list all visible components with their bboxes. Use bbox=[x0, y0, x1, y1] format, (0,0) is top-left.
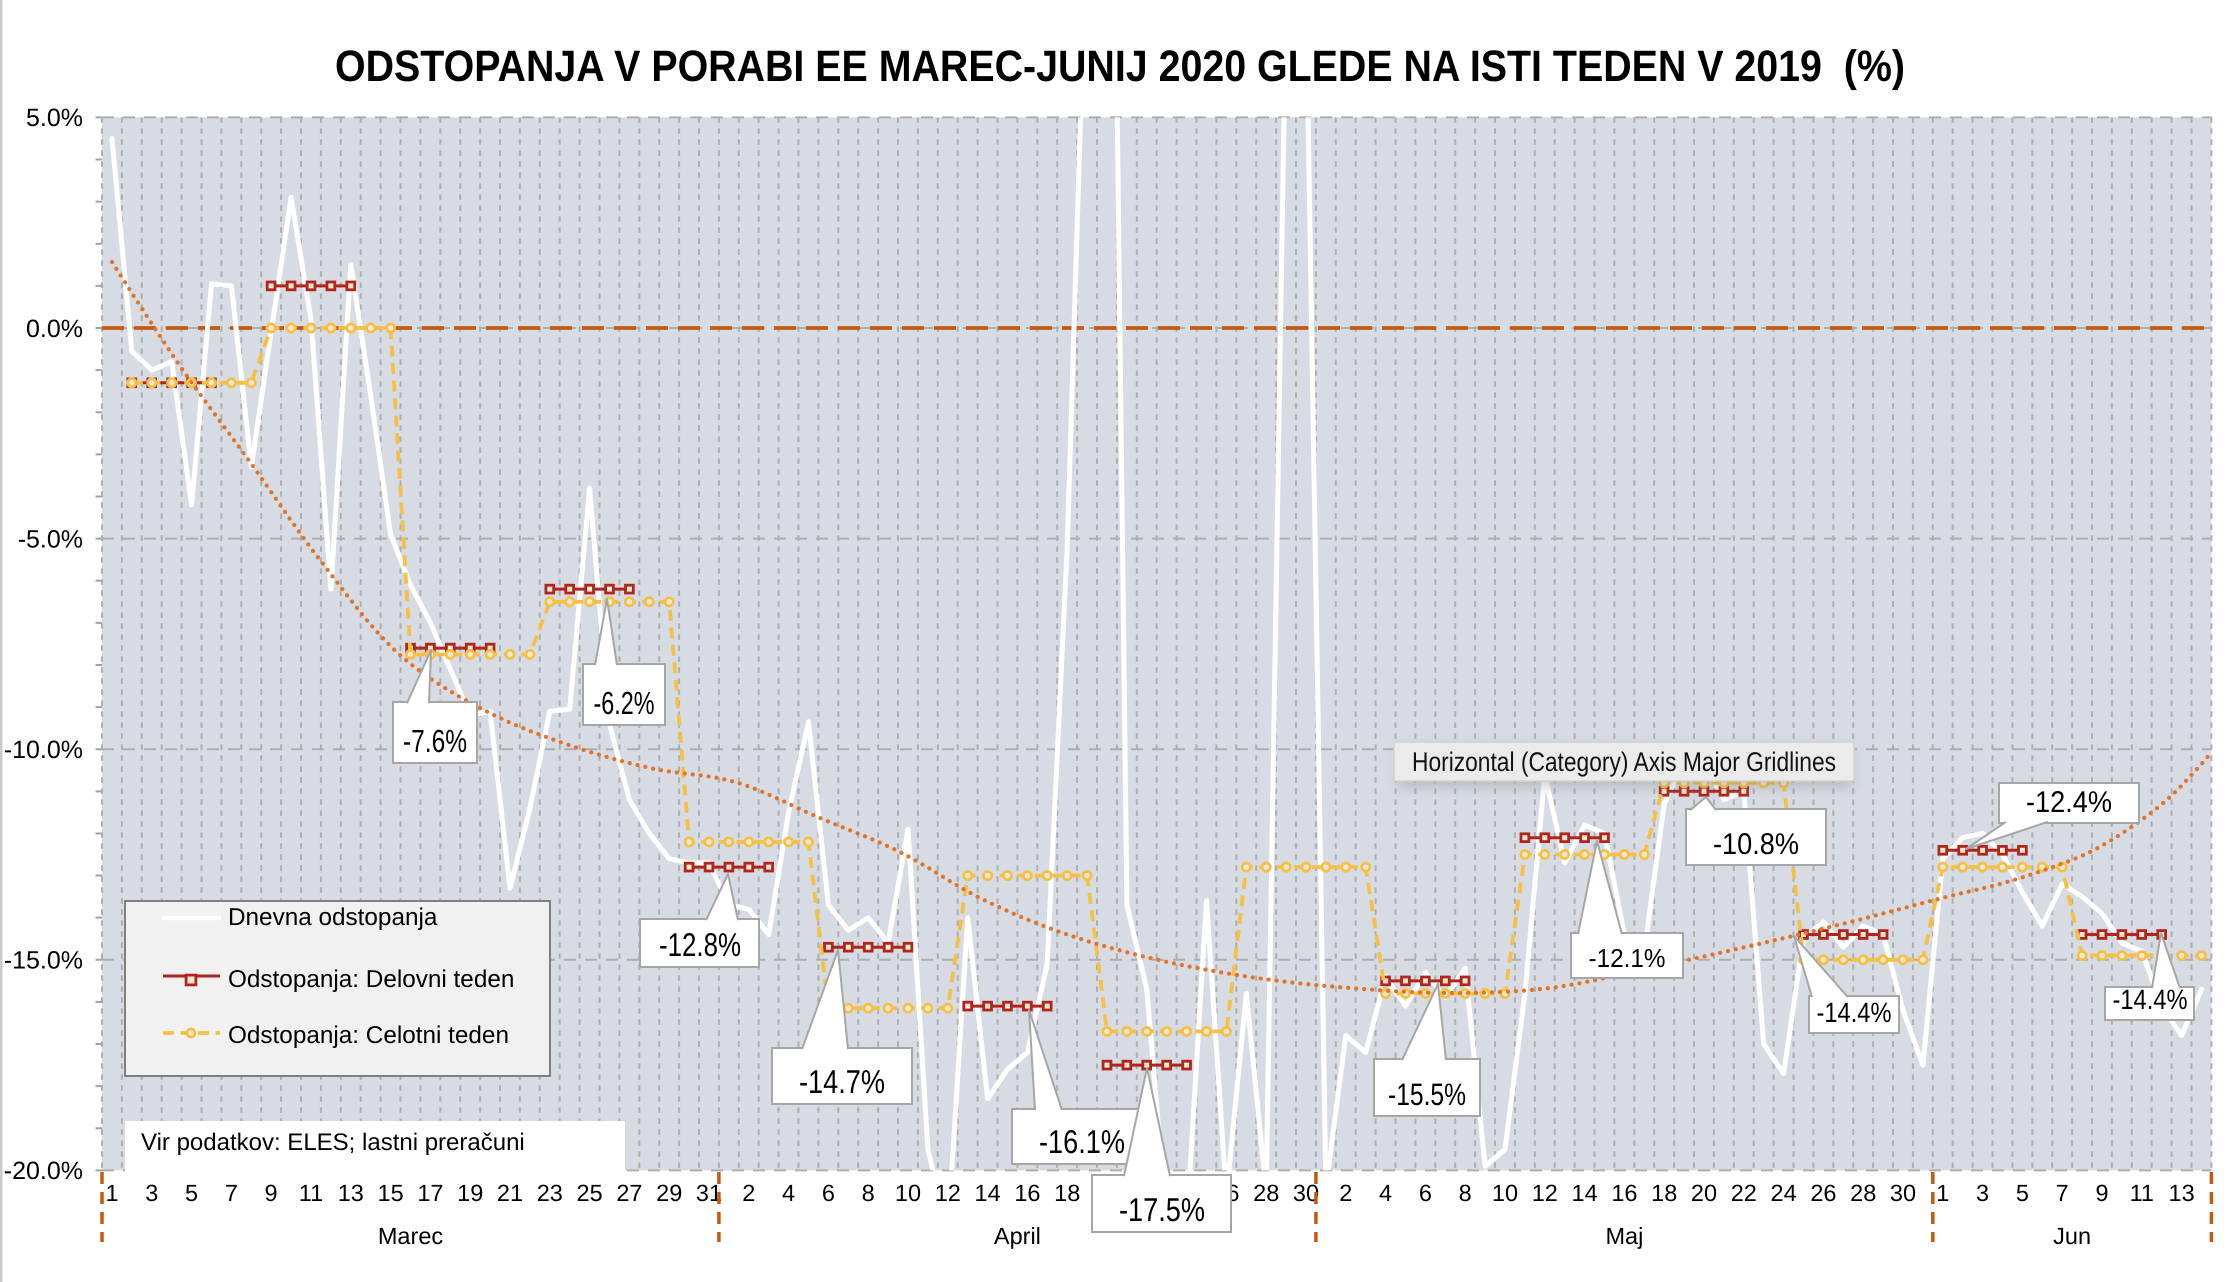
svg-text:10: 10 bbox=[895, 1180, 921, 1206]
svg-text:15: 15 bbox=[378, 1180, 404, 1206]
svg-text:-12.1%: -12.1% bbox=[1589, 943, 1666, 973]
svg-text:-6.2%: -6.2% bbox=[594, 685, 655, 721]
svg-text:28: 28 bbox=[1850, 1180, 1876, 1206]
svg-text:30: 30 bbox=[1890, 1180, 1916, 1206]
svg-text:-16.1%: -16.1% bbox=[1039, 1123, 1125, 1160]
svg-text:20: 20 bbox=[1691, 1180, 1717, 1206]
svg-text:13: 13 bbox=[338, 1180, 364, 1206]
svg-text:16: 16 bbox=[1611, 1180, 1637, 1206]
svg-text:12: 12 bbox=[1532, 1180, 1558, 1206]
svg-text:-20.0%: -20.0% bbox=[4, 1157, 83, 1185]
svg-text:6: 6 bbox=[822, 1180, 835, 1206]
svg-text:1: 1 bbox=[1936, 1180, 1949, 1206]
svg-text:10: 10 bbox=[1492, 1180, 1518, 1206]
svg-text:23: 23 bbox=[537, 1180, 563, 1206]
svg-text:25: 25 bbox=[577, 1180, 603, 1206]
svg-text:ODSTOPANJA V PORABI EE MAREC-J: ODSTOPANJA V PORABI EE MAREC-JUNIJ 2020 … bbox=[335, 42, 1905, 91]
svg-text:7: 7 bbox=[2056, 1180, 2069, 1206]
svg-text:-14.4%: -14.4% bbox=[1817, 997, 1892, 1028]
svg-text:-7.6%: -7.6% bbox=[403, 723, 467, 759]
svg-text:Vir podatkov: ELES; lastni pre: Vir podatkov: ELES; lastni preračuni bbox=[141, 1129, 525, 1156]
svg-text:5: 5 bbox=[185, 1180, 198, 1206]
svg-text:Horizontal (Category) Axis Maj: Horizontal (Category) Axis Major Gridlin… bbox=[1412, 747, 1836, 777]
svg-text:4: 4 bbox=[782, 1180, 795, 1206]
svg-text:April: April bbox=[994, 1223, 1041, 1249]
svg-text:3: 3 bbox=[145, 1180, 158, 1206]
svg-text:-12.8%: -12.8% bbox=[659, 926, 741, 963]
svg-text:Maj: Maj bbox=[1605, 1223, 1643, 1249]
svg-text:5: 5 bbox=[2016, 1180, 2029, 1206]
svg-text:Odstopanja: Delovni teden: Odstopanja: Delovni teden bbox=[228, 966, 514, 993]
svg-text:26: 26 bbox=[1810, 1180, 1836, 1206]
svg-text:12: 12 bbox=[935, 1180, 961, 1206]
svg-text:4: 4 bbox=[1379, 1180, 1392, 1206]
svg-text:11: 11 bbox=[2130, 1180, 2154, 1206]
svg-text:Marec: Marec bbox=[378, 1223, 444, 1249]
svg-text:27: 27 bbox=[616, 1180, 642, 1206]
svg-text:2: 2 bbox=[742, 1180, 755, 1206]
svg-text:-14.4%: -14.4% bbox=[2113, 984, 2188, 1015]
svg-text:Jun: Jun bbox=[2053, 1223, 2091, 1249]
svg-text:-14.7%: -14.7% bbox=[799, 1063, 885, 1100]
svg-text:-5.0%: -5.0% bbox=[18, 525, 83, 553]
svg-text:-12.4%: -12.4% bbox=[2026, 786, 2112, 819]
svg-text:6: 6 bbox=[1419, 1180, 1432, 1206]
svg-text:-10.0%: -10.0% bbox=[4, 736, 83, 764]
svg-text:5.0%: 5.0% bbox=[26, 104, 83, 132]
svg-text:8: 8 bbox=[1459, 1180, 1472, 1206]
svg-text:8: 8 bbox=[862, 1180, 875, 1206]
svg-text:3: 3 bbox=[1976, 1180, 1989, 1206]
svg-text:9: 9 bbox=[2095, 1180, 2108, 1206]
svg-text:0.0%: 0.0% bbox=[26, 315, 83, 343]
svg-text:11: 11 bbox=[299, 1180, 323, 1206]
svg-text:28: 28 bbox=[1253, 1180, 1279, 1206]
svg-text:Odstopanja: Celotni teden: Odstopanja: Celotni teden bbox=[228, 1022, 509, 1049]
svg-text:-17.5%: -17.5% bbox=[1119, 1191, 1205, 1228]
svg-text:21: 21 bbox=[497, 1180, 523, 1206]
svg-text:1: 1 bbox=[105, 1180, 118, 1206]
svg-text:Dnevna odstopanja: Dnevna odstopanja bbox=[228, 904, 438, 931]
svg-text:18: 18 bbox=[1651, 1180, 1677, 1206]
svg-text:-10.8%: -10.8% bbox=[1713, 828, 1799, 861]
svg-text:14: 14 bbox=[975, 1180, 1001, 1206]
svg-text:2: 2 bbox=[1339, 1180, 1352, 1206]
svg-text:17: 17 bbox=[417, 1180, 443, 1206]
svg-text:18: 18 bbox=[1054, 1180, 1080, 1206]
svg-text:16: 16 bbox=[1014, 1180, 1040, 1206]
svg-text:-15.0%: -15.0% bbox=[4, 947, 83, 975]
svg-text:29: 29 bbox=[656, 1180, 682, 1206]
svg-text:7: 7 bbox=[225, 1180, 238, 1206]
svg-text:-15.5%: -15.5% bbox=[1388, 1077, 1466, 1112]
svg-text:19: 19 bbox=[457, 1180, 483, 1206]
svg-text:9: 9 bbox=[265, 1180, 278, 1206]
svg-text:22: 22 bbox=[1731, 1180, 1757, 1206]
svg-text:14: 14 bbox=[1572, 1180, 1598, 1206]
svg-text:13: 13 bbox=[2169, 1180, 2195, 1206]
svg-text:24: 24 bbox=[1771, 1180, 1797, 1206]
